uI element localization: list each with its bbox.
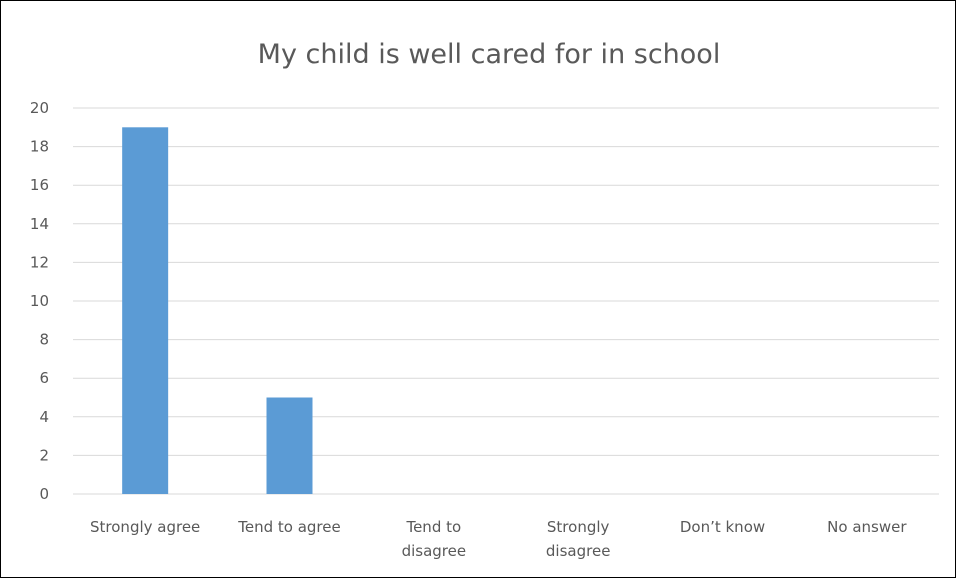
x-category-label-line: disagree <box>546 542 611 560</box>
x-category-label: Don’t know <box>680 518 765 536</box>
x-category-label-line: Strongly <box>547 518 610 536</box>
y-tick-label: 16 <box>30 176 49 194</box>
x-category-label: Tend to disagree <box>402 518 467 560</box>
y-tick-label: 10 <box>30 292 49 310</box>
x-category-label-line: Don’t know <box>680 518 765 536</box>
x-category-label: No answer <box>827 518 907 536</box>
x-category-label: Strongly agree <box>90 518 200 536</box>
y-tick-label: 6 <box>39 369 49 387</box>
x-category-label-line: disagree <box>402 542 467 560</box>
x-category-label-line: No answer <box>827 518 907 536</box>
x-category-label-line: Strongly agree <box>90 518 200 536</box>
x-category-label: Strongly disagree <box>546 518 611 560</box>
chart-title: My child is well cared for in school <box>258 39 721 70</box>
x-category-label-line: Tend to agree <box>237 518 340 536</box>
x-axis-category-labels: Strongly agree Tend to agree Tend to disagr… <box>90 518 907 560</box>
y-axis-tick-labels: 0 2 4 6 8 10 12 14 16 18 20 <box>30 99 49 503</box>
bars <box>122 127 313 495</box>
x-category-label-line: Tend to <box>405 518 461 536</box>
y-tick-label: 14 <box>30 215 49 233</box>
y-tick-label: 20 <box>30 99 49 117</box>
gridlines <box>73 107 939 495</box>
bar-1 <box>122 127 169 495</box>
y-tick-label: 18 <box>30 138 49 156</box>
y-tick-label: 0 <box>39 485 49 503</box>
y-tick-label: 2 <box>39 446 49 464</box>
y-tick-label: 8 <box>39 331 49 349</box>
y-tick-label: 4 <box>39 408 49 426</box>
x-category-label: Tend to agree <box>237 518 340 536</box>
bar-2 <box>266 397 313 494</box>
y-tick-label: 12 <box>30 253 49 271</box>
